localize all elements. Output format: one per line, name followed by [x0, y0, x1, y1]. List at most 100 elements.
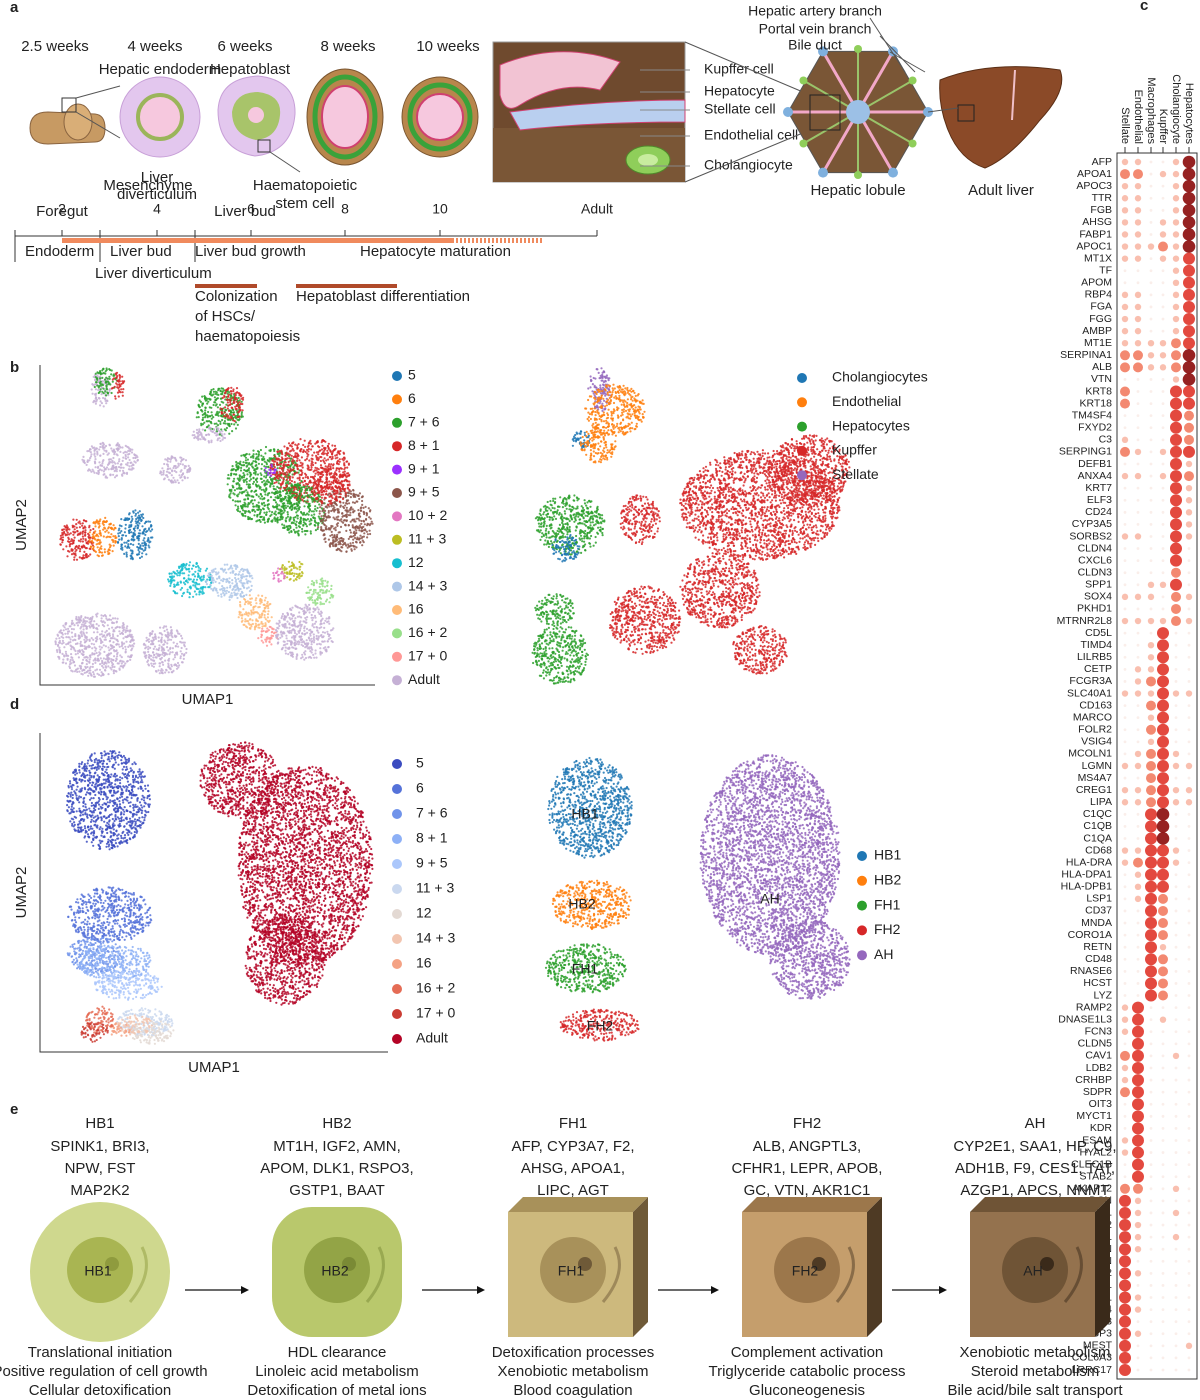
umap-point [316, 489, 320, 492]
umap-point [216, 410, 219, 413]
umap-point [363, 523, 366, 526]
umap-point [242, 594, 246, 597]
umap-point [205, 426, 208, 429]
umap-point [248, 462, 251, 465]
umap-point [176, 581, 179, 584]
umap-point [95, 623, 98, 626]
umap-point [95, 615, 98, 618]
umap-point [290, 530, 293, 533]
umap-point [246, 491, 249, 494]
umap-point [260, 502, 263, 505]
umap-point [189, 578, 192, 581]
umap-point [313, 489, 316, 492]
umap-point [221, 390, 224, 393]
umap-point [211, 430, 215, 433]
umap-point [104, 397, 107, 400]
umap-point [259, 508, 263, 512]
umap-point [88, 459, 91, 462]
umap-point [319, 506, 322, 509]
umap-point [107, 673, 110, 676]
umap-point [121, 459, 124, 462]
umap-point [296, 517, 299, 520]
umap-point [125, 551, 128, 554]
umap-point [167, 471, 170, 474]
umap-point [88, 667, 91, 670]
umap-point [289, 516, 292, 519]
umap-point [92, 631, 96, 634]
umap-point [92, 401, 95, 404]
umap-point [236, 415, 239, 419]
umap-point [298, 577, 301, 580]
umap-point [272, 571, 275, 575]
umap-point [369, 509, 372, 512]
umap-point [227, 590, 230, 594]
umap-point [73, 624, 76, 627]
umap-point [200, 422, 203, 425]
umap-point [345, 529, 348, 533]
umap-point [268, 640, 271, 643]
umap-point [306, 483, 309, 486]
umap-point [94, 402, 97, 405]
umap-point [242, 491, 245, 494]
umap-point [98, 532, 101, 535]
umap-point [251, 502, 254, 505]
umap-point [216, 406, 219, 409]
umap-point [353, 501, 356, 504]
umap-point [362, 506, 365, 509]
umap-point [287, 560, 290, 563]
umap-point [137, 524, 140, 528]
umap-point [299, 520, 302, 524]
umap-point [124, 527, 127, 530]
umap-point [287, 442, 291, 445]
umap-point [278, 504, 281, 507]
umap-point [266, 504, 269, 507]
umap-point [308, 510, 311, 513]
umap-point [236, 487, 239, 490]
umap-point [118, 645, 121, 648]
umap-point [263, 497, 266, 500]
zoom-line [75, 85, 121, 99]
umap-point [272, 485, 275, 488]
umap-point [172, 589, 175, 593]
umap-point [247, 510, 250, 513]
umap-point [306, 591, 309, 594]
umap-point [100, 614, 103, 617]
duct [799, 76, 808, 85]
umap-point [237, 478, 240, 482]
umap-point [55, 637, 58, 640]
umap-point [323, 485, 327, 489]
umap-point [103, 468, 106, 471]
umap-point [179, 580, 182, 583]
umap-point [242, 396, 245, 399]
umap-point [118, 384, 121, 387]
umap-point [116, 634, 119, 638]
umap-point [329, 465, 332, 468]
umap-point [313, 481, 316, 484]
umap-point [261, 627, 264, 630]
umap-point [124, 650, 127, 653]
umap-point [204, 429, 207, 432]
umap-point [97, 526, 100, 529]
umap-point [240, 476, 243, 479]
umap-point [135, 517, 138, 521]
umap-point [221, 435, 224, 438]
umap-point [316, 467, 319, 470]
umap-point [292, 455, 295, 459]
umap-point [80, 644, 83, 647]
umap-point [136, 537, 139, 540]
umap-point [275, 475, 278, 479]
umap-point [165, 470, 169, 473]
umap-point [257, 454, 260, 457]
umap-point [346, 466, 349, 469]
umap-point [235, 408, 238, 411]
umap-point [257, 508, 260, 511]
umap-point [175, 471, 178, 474]
umap-point [81, 540, 84, 543]
umap-point [237, 500, 240, 503]
umap-point [291, 468, 294, 471]
umap-point [221, 396, 224, 399]
umap-point [111, 617, 115, 620]
umap-point [335, 473, 338, 476]
umap-point [114, 627, 117, 630]
umap-point [207, 410, 210, 414]
